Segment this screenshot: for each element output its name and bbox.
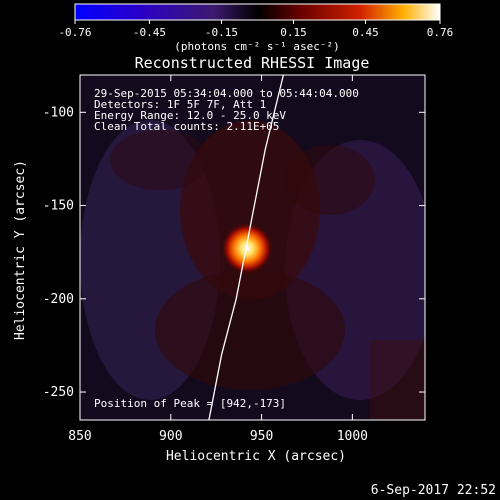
colorbar-ticks: -0.76 -0.45 -0.15 0.15 0.45 0.76 [58, 20, 453, 39]
colorbar [74, 3, 441, 21]
annotation-method: Clean Total counts: 2.11E+05 [94, 120, 279, 133]
colorbar-tick-label: -0.76 [58, 26, 91, 39]
x-tick-label: 1000 [337, 429, 368, 444]
chart-title: Reconstructed RHESSI Image [135, 54, 370, 72]
image-area [80, 75, 425, 420]
x-tick-label: 850 [68, 429, 91, 444]
colorbar-tick-label: 0.76 [427, 26, 454, 39]
peak-source [221, 222, 274, 275]
annotation-energy-range: Energy Range: 12.0 - 25.0 keV [94, 109, 286, 122]
x-tick-label: 900 [159, 429, 182, 444]
y-tick-label: -250 [43, 385, 74, 400]
y-tick-label: -100 [43, 105, 74, 120]
x-axis-label: Heliocentric X (arcsec) [166, 449, 346, 464]
colorbar-tick-label: 0.45 [352, 26, 379, 39]
y-tick-label: -150 [43, 199, 74, 214]
y-tick-label: -200 [43, 292, 74, 307]
y-axis-label: Heliocentric Y (arcsec) [13, 160, 28, 340]
x-axis-ticks: 850 900 950 1000 [68, 75, 368, 444]
annotation-detectors: Detectors: 1F 5F 7F, Att 1 [94, 98, 266, 111]
plot-frame [79, 74, 426, 421]
y-axis-ticks: -100 -150 -200 -250 [43, 105, 425, 400]
x-tick-label: 950 [250, 429, 273, 444]
annotation-time-range: 29-Sep-2015 05:34:04.000 to 05:44:04.000 [94, 87, 359, 100]
annotation-peak-position: Position of Peak = [942,-173] [94, 397, 286, 410]
colorbar-tick-label: -0.45 [133, 26, 166, 39]
solar-limb-line [208, 75, 285, 420]
colorbar-tick-label: -0.15 [205, 26, 238, 39]
colorbar-unit-label: (photons cm⁻² s⁻¹ asec⁻²) [174, 40, 340, 53]
footer-date: 6-Sep-2017 22:52 [371, 483, 496, 498]
colorbar-tick-label: 0.15 [280, 26, 307, 39]
